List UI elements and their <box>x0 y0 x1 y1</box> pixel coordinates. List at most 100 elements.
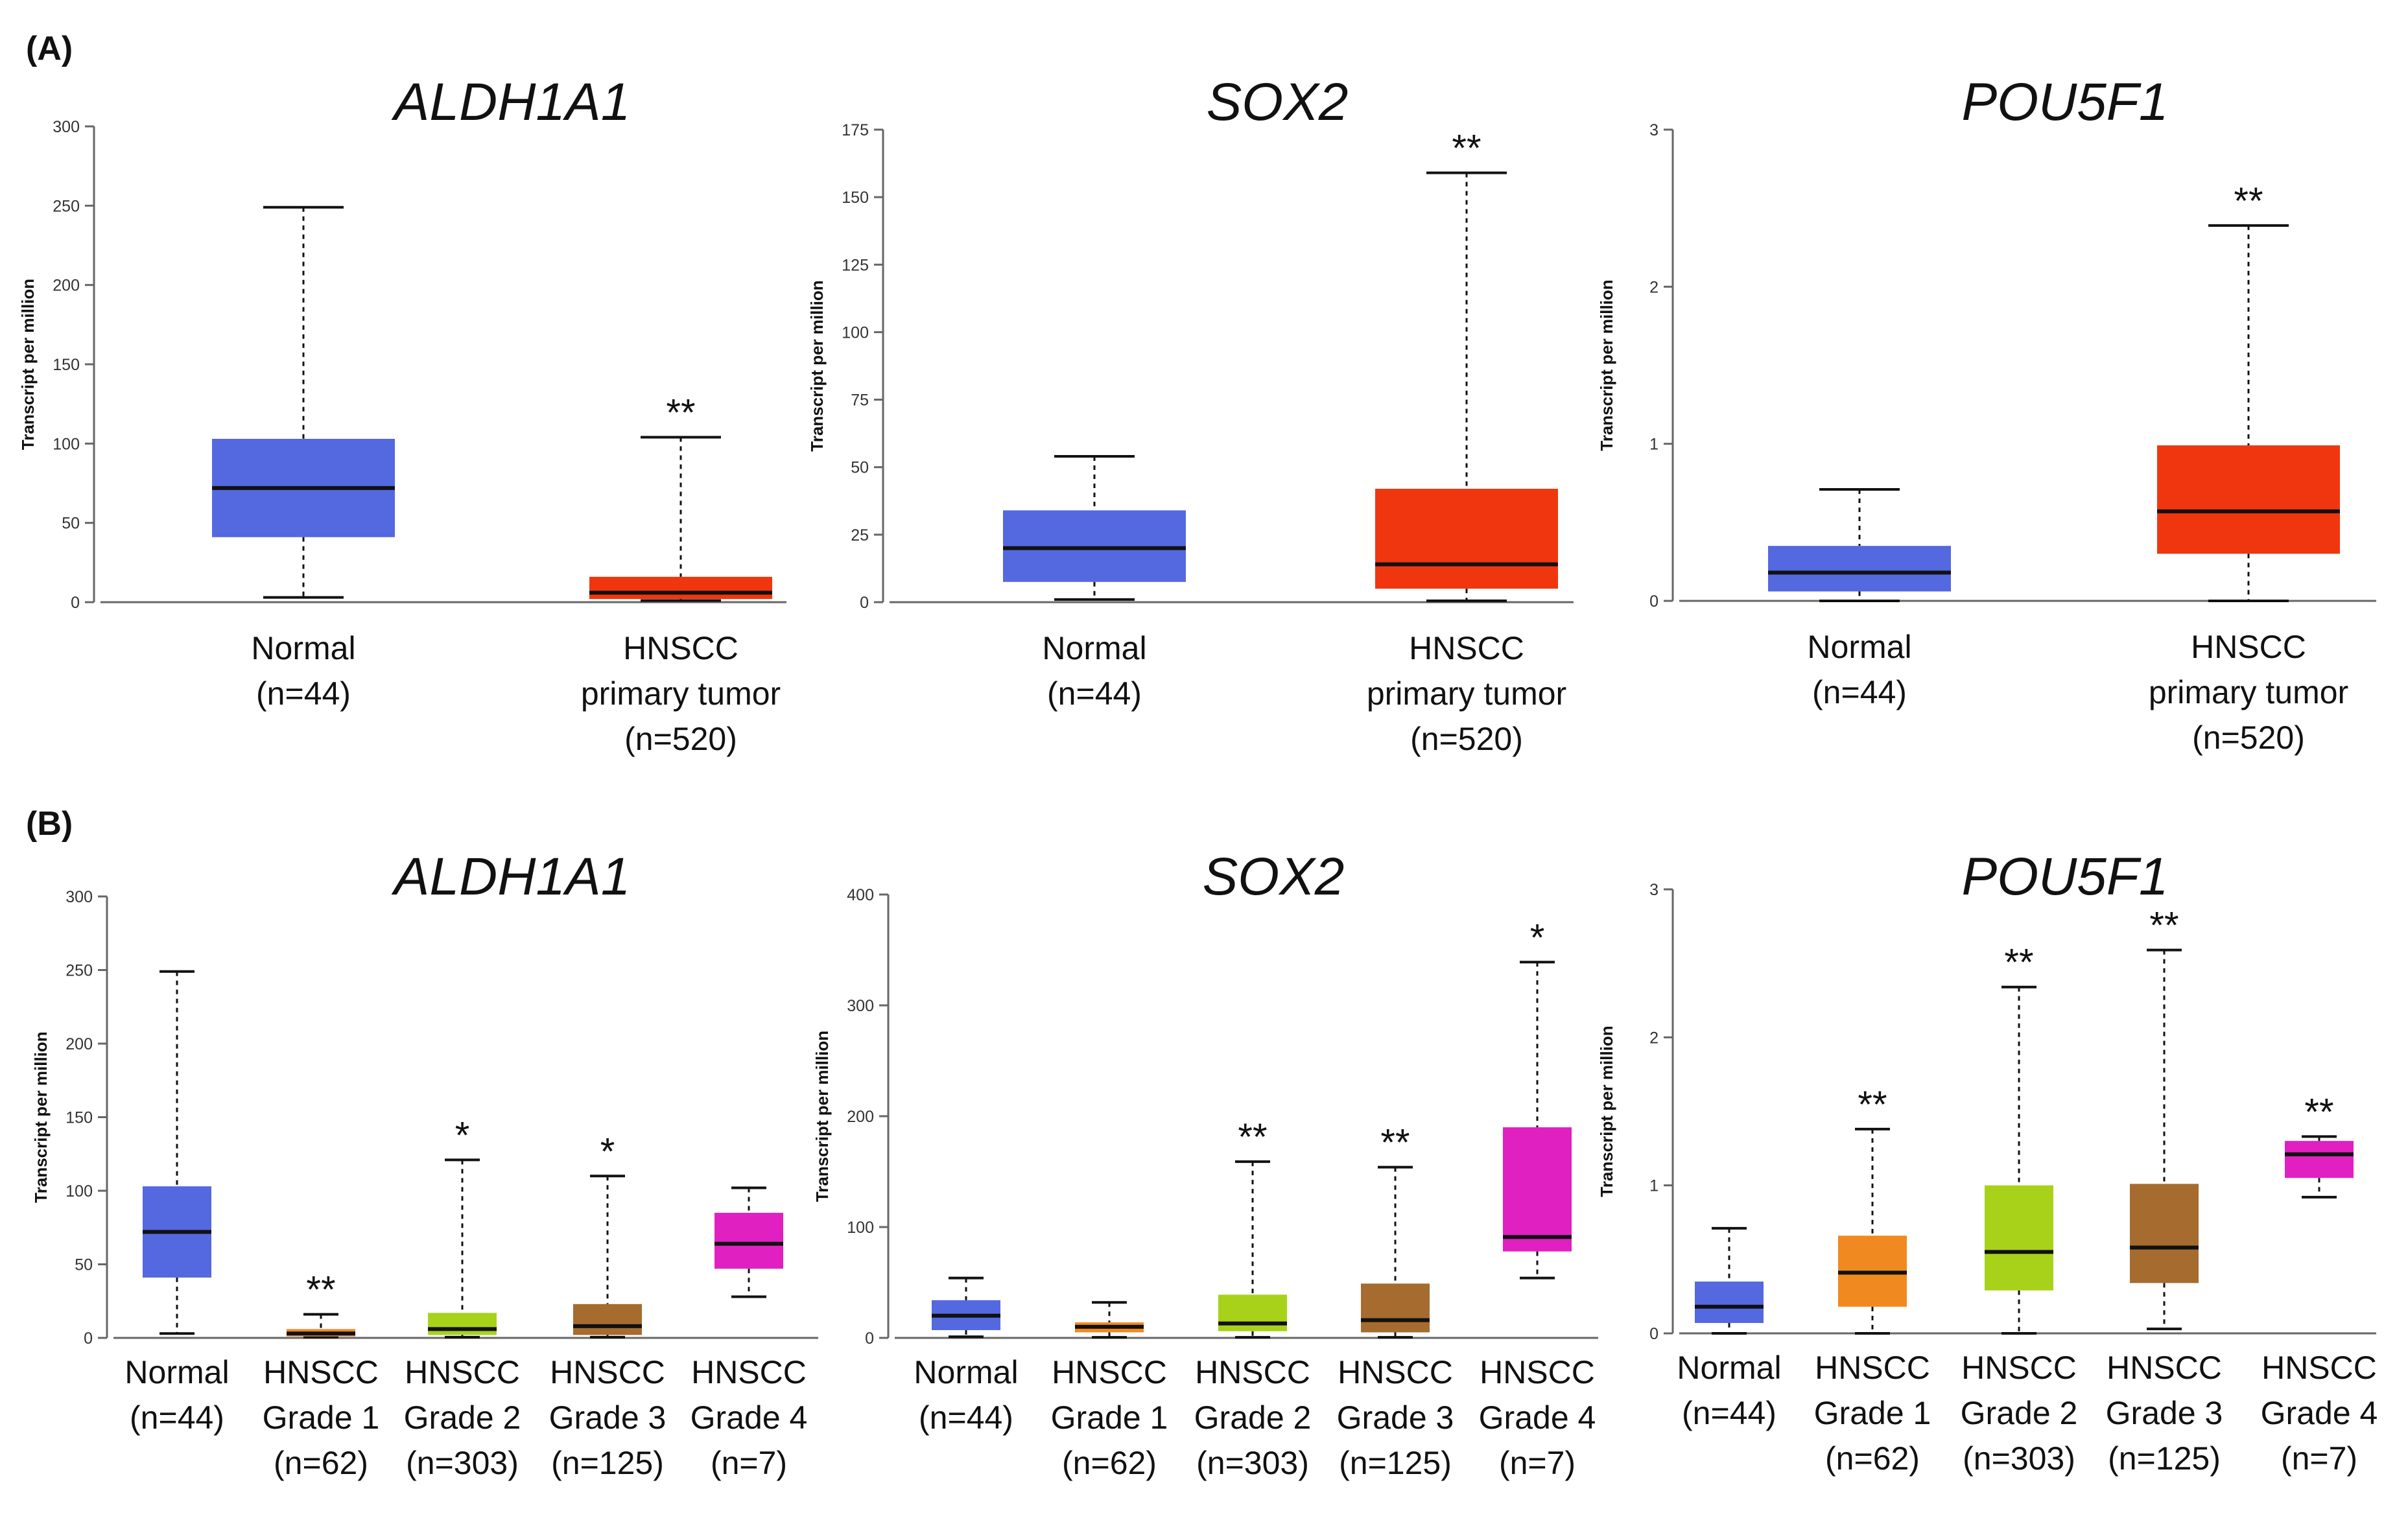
category-label: HNSCC <box>1961 1350 2077 1386</box>
chart-a-sox2: SOX2 0 25 50 75 100 125 150 175 Transcript per mi… <box>807 73 1574 757</box>
y-tick-label: 0 <box>1649 592 1658 611</box>
box-2: ** HNSCC primary tumor (n=520) <box>581 392 781 757</box>
y-tick-label: 300 <box>847 997 874 1015</box>
chart-title: ALDH1A1 <box>391 73 631 132</box>
category-label: Normal <box>124 1354 229 1390</box>
y-tick-label: 250 <box>65 962 93 980</box>
significance-marker: ** <box>2234 180 2263 222</box>
category-label: HNSCC <box>2191 629 2306 665</box>
chart-title: POU5F1 <box>1962 73 2169 132</box>
y-tick-label: 0 <box>71 594 80 612</box>
category-label: HNSCC <box>623 630 738 666</box>
chart-title: SOX2 <box>1207 73 1349 132</box>
y-tick-label: 200 <box>53 277 80 295</box>
box-1: Normal (n=44) <box>1768 487 1951 710</box>
y-tick-label: 100 <box>53 435 80 453</box>
iqr-box <box>1768 546 1951 592</box>
y-tick-label: 200 <box>65 1035 93 1053</box>
category-label: primary tumor <box>581 675 781 712</box>
y-tick-label: 2 <box>1649 278 1658 296</box>
box-2: ** HNSCC primary tumor (n=520) <box>1367 128 1566 757</box>
category-label: HNSCC <box>1052 1354 1167 1390</box>
y-tick-label: 250 <box>53 197 80 215</box>
y-tick-label: 200 <box>847 1108 874 1126</box>
y-tick-label: 300 <box>53 118 80 136</box>
y-axis-label: Transcript per million <box>1597 279 1616 451</box>
panel-label-b: (B) <box>26 805 73 843</box>
box-4: * HNSCC Grade 3 (n=125) <box>549 1130 667 1481</box>
y-tick-label: 0 <box>1649 1325 1658 1343</box>
category-label: (n=125) <box>2108 1440 2221 1477</box>
y-tick-label: 25 <box>851 526 869 544</box>
category-label: (n=44) <box>919 1399 1013 1436</box>
y-tick-label: 3 <box>1649 881 1658 899</box>
box-4: ** HNSCC Grade 3 (n=125) <box>2106 905 2223 1477</box>
y-axis-label: Transcript per million <box>31 1031 51 1202</box>
box-2: ** HNSCC Grade 1 (n=62) <box>263 1269 380 1481</box>
category-label: (n=44) <box>256 675 351 712</box>
category-label: (n=125) <box>551 1445 664 1481</box>
category-label: Grade 3 <box>549 1399 667 1436</box>
y-tick-label: 150 <box>842 189 869 207</box>
box-5: ** HNSCC Grade 4 (n=7) <box>2261 1091 2378 1477</box>
y-tick-label: 1 <box>1649 436 1658 454</box>
category-label: HNSCC <box>405 1354 520 1390</box>
category-label: (n=303) <box>1196 1445 1309 1481</box>
box-1: Normal (n=44) <box>914 1276 1019 1436</box>
iqr-box <box>2130 1184 2199 1283</box>
y-tick-label: 100 <box>842 323 869 342</box>
category-label: HNSCC <box>2261 1350 2377 1386</box>
category-label: Grade 1 <box>263 1399 380 1436</box>
box-1: Normal (n=44) <box>1677 1226 1782 1431</box>
category-label: (n=520) <box>624 721 737 757</box>
significance-marker: ** <box>2004 942 2033 984</box>
iqr-box <box>1375 489 1558 589</box>
category-label: (n=125) <box>1339 1445 1452 1481</box>
category-label: primary tumor <box>1367 675 1566 712</box>
category-label: HNSCC <box>1409 630 1524 666</box>
chart-a-pou5f1: POU5F1 0 1 2 3 Transcript per million Normal (n… <box>1597 73 2376 756</box>
iqr-box <box>1361 1283 1430 1333</box>
box-3: ** HNSCC Grade 2 (n=303) <box>1194 1116 1312 1481</box>
box-2: ** HNSCC Grade 1 (n=62) <box>1814 1084 1931 1477</box>
category-label: HNSCC <box>691 1354 807 1390</box>
category-label: (n=7) <box>1499 1445 1576 1481</box>
y-tick-label: 75 <box>851 392 869 410</box>
category-label: (n=7) <box>711 1445 787 1481</box>
y-tick-label: 300 <box>65 888 93 906</box>
significance-marker: ** <box>666 392 695 434</box>
chart-title: POU5F1 <box>1962 847 2169 906</box>
significance-marker: ** <box>2149 905 2178 947</box>
iqr-box <box>1695 1281 1764 1324</box>
y-tick-label: 100 <box>847 1219 874 1237</box>
category-label: Grade 1 <box>1051 1399 1168 1436</box>
significance-marker: ** <box>306 1269 335 1311</box>
category-label: Normal <box>1807 629 1911 665</box>
significance-marker: ** <box>1238 1116 1267 1158</box>
y-axis-label: Transcript per million <box>18 279 38 450</box>
y-tick-label: 150 <box>65 1109 93 1127</box>
y-tick-label: 50 <box>62 515 80 533</box>
category-label: HNSCC <box>1480 1354 1595 1390</box>
box-5: HNSCC Grade 4 (n=7) <box>691 1186 807 1481</box>
y-tick-label: 125 <box>842 256 869 274</box>
box-2: HNSCC Grade 1 (n=62) <box>1051 1301 1168 1481</box>
chart-title: SOX2 <box>1203 847 1345 906</box>
category-label: Normal <box>1677 1350 1781 1386</box>
category-label: (n=303) <box>1963 1440 2075 1477</box>
iqr-box <box>589 576 772 600</box>
y-tick-label: 0 <box>84 1329 93 1348</box>
chart-a-aldh1a1: ALDH1A1 0 50 100 150 200 250 300 Transcript per … <box>18 73 786 757</box>
category-label: Grade 4 <box>2261 1395 2378 1431</box>
category-label: (n=44) <box>1682 1395 1776 1431</box>
category-label: primary tumor <box>2149 674 2348 710</box>
significance-marker: * <box>1530 917 1545 959</box>
iqr-box <box>1985 1185 2053 1291</box>
y-tick-label: 100 <box>65 1182 93 1200</box>
y-tick-label: 400 <box>847 886 874 904</box>
category-label: Normal <box>251 630 355 666</box>
y-tick-label: 175 <box>842 121 869 139</box>
category-label: (n=62) <box>1825 1440 1920 1477</box>
